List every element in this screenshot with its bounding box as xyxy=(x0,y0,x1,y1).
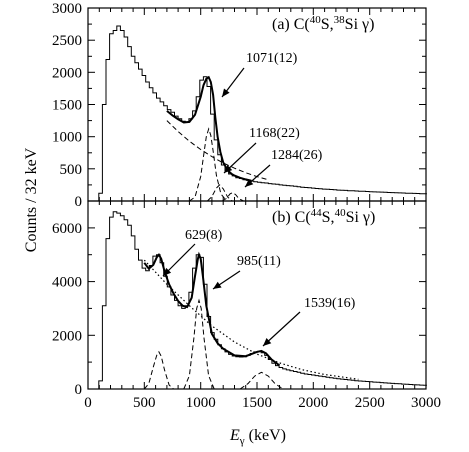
panel-b-y-tick-label: 4000 xyxy=(52,275,82,291)
panel-a-title: (a) C(40S,38Si γ) xyxy=(272,14,374,33)
arrow-1284-head xyxy=(245,179,254,187)
panel-a-title-mid: S, xyxy=(321,16,334,33)
x-axis-title-subscript: γ xyxy=(239,435,245,447)
panel-a-frame xyxy=(87,7,427,202)
panel-b-y-tick-label: 2000 xyxy=(52,328,82,344)
x-tick-label: 2000 xyxy=(298,395,328,411)
x-tick-label: 2500 xyxy=(355,395,385,411)
panel-a-y-tick-label: 500 xyxy=(60,162,83,178)
annotation-1284: 1284(26) xyxy=(271,148,323,163)
panel-a-y-tick-label: 1500 xyxy=(52,98,82,114)
arrow-629-head xyxy=(163,267,172,276)
panel-a-plot xyxy=(98,25,427,202)
panel-a-y-tick-label: 3000 xyxy=(52,1,82,17)
panel-a-peak-1284 xyxy=(221,192,244,202)
panel-a-y-tick-label: 2500 xyxy=(52,33,82,49)
panel-b-title-mass1: 44 xyxy=(311,207,323,219)
panel-a-title-end: Si γ) xyxy=(345,16,375,33)
x-tick-label: 0 xyxy=(84,395,92,411)
panel-a-y-tick-label: 0 xyxy=(75,194,83,210)
annotation-629: 629(8) xyxy=(185,228,223,243)
annotation-1539: 1539(16) xyxy=(304,296,356,311)
panel-b-title-prefix: (b) C( xyxy=(272,209,311,226)
annotation-1071: 1071(12) xyxy=(246,51,298,66)
x-tick-label: 3000 xyxy=(411,395,441,411)
panel-b-peak-1539 xyxy=(239,371,284,390)
panel-b-title-mid: S, xyxy=(322,209,335,226)
panel-b-plot xyxy=(98,211,427,390)
x-tick-label: 500 xyxy=(133,395,156,411)
arrow-1539-head xyxy=(263,338,272,346)
arrow-1071-head xyxy=(222,88,230,97)
panel-a-y-tick-label: 1000 xyxy=(52,130,82,146)
panel-a-peak-1168 xyxy=(207,184,233,202)
annotation-985: 985(11) xyxy=(237,254,281,269)
panel-b-peak-985 xyxy=(183,298,215,390)
y-axis-title: Counts / 32 keV xyxy=(23,147,40,252)
arrow-985-head xyxy=(213,281,222,289)
panel-a-y-tick-label: 2000 xyxy=(52,65,82,81)
annotation-1168: 1168(22) xyxy=(249,126,300,141)
panel-a-fit-total xyxy=(166,75,252,182)
x-tick-label: 1500 xyxy=(242,395,272,411)
panel-a-histogram xyxy=(98,25,427,201)
panel-b-fit-background xyxy=(143,259,359,380)
x-axis-title-unit: (keV) xyxy=(245,427,286,444)
panel-a-title-prefix: (a) C( xyxy=(272,16,310,33)
arrow-1168-head xyxy=(224,165,233,173)
arrow-1539-shaft xyxy=(262,311,301,347)
panel-a-fit-background xyxy=(166,120,269,181)
x-axis-title: Eγ (keV) xyxy=(229,427,286,447)
axes-ticks: 0 500 1000 1500 2000 2500 3000 0 500 1000 1500 2000… xyxy=(52,1,441,411)
panel-b-fit-total xyxy=(143,251,281,367)
panel-b-y-tick-label: 6000 xyxy=(52,221,82,237)
panel-b-title-end: Si γ) xyxy=(346,209,376,226)
panel-b-y-tick-label: 0 xyxy=(75,382,83,398)
panel-b-peak-629 xyxy=(143,350,174,390)
panel-a-title-mass1: 40 xyxy=(310,14,322,26)
panel-b-title: (b) C(44S,40Si γ) xyxy=(272,207,375,226)
panel-a-peak-1071 xyxy=(189,127,227,202)
panel-b-frame xyxy=(87,200,427,390)
panel-a-title-mass2: 38 xyxy=(334,14,346,26)
panel-b-title-mass2: 40 xyxy=(335,207,347,219)
panel-b-histogram xyxy=(98,211,427,389)
x-axis-title-symbol: E xyxy=(229,427,240,444)
x-tick-label: 1000 xyxy=(186,395,216,411)
